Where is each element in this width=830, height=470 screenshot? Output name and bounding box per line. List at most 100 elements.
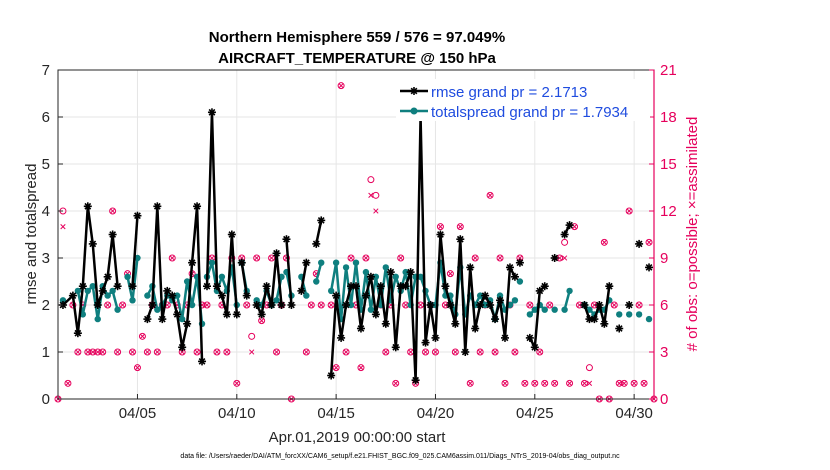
asterisk-stroke [591,315,598,323]
asterisk-stroke [635,240,643,248]
obs-possible-point [446,270,454,278]
rmse-point [163,286,172,295]
asterisk-stroke [288,301,295,309]
y-tick-label: 5 [42,156,50,173]
asterisk-stroke [158,315,166,323]
rmse-point [312,239,321,248]
rmse-point [645,263,654,272]
obs-possible-point [74,348,82,356]
obs-assimilated-point [214,349,220,355]
cross-stroke [209,255,215,261]
rmse-point [108,230,117,239]
asterisk-stroke [402,282,410,290]
asterisk-stroke [476,301,484,309]
obs-possible-point [620,379,628,387]
rmse-point [158,315,167,324]
cross-stroke [368,192,374,198]
obs-possible-point [168,254,176,262]
totalspread-point [188,301,196,309]
cross-stroke [566,380,573,386]
rmse-point [173,310,182,319]
rmse-point [337,333,346,342]
rmse-point [406,268,415,277]
cross-stroke [631,380,637,386]
cross-stroke [333,365,339,371]
rmse-point [625,301,634,309]
asterisk-stroke [412,376,419,384]
obs-possible-point [84,348,92,356]
x-tick-label: 04/25 [516,405,554,422]
cross-stroke [129,349,136,355]
asterisk-stroke [327,372,335,379]
obs-assimilated-point [432,349,439,355]
cross-stroke [318,302,324,308]
cross-stroke [407,349,414,355]
cross-stroke [268,255,275,261]
obs-assimilated-point [581,380,588,386]
cross-stroke [576,302,583,308]
obs-assimilated-point [398,255,404,261]
legend-totalspread-label: totalspread grand pr = 1.7934 [431,104,628,121]
asterisk-stroke [372,311,380,318]
obs-possible-point [566,379,574,387]
obs-possible-point [397,254,405,262]
obs-assimilated-point [333,365,339,371]
totalspread-point [511,297,519,304]
obs-possible-point [546,301,554,309]
asterisk-stroke [263,282,270,290]
totalspread-point [218,273,226,280]
rmse-line [240,262,248,296]
rmse-point [128,282,137,291]
totalspread-point [367,306,375,313]
rmse-line [315,220,323,245]
cross-stroke [527,302,533,308]
rmse-point [456,235,465,244]
obs-possible-point [486,191,494,199]
cross-stroke [437,224,444,230]
asterisk-stroke [153,202,161,210]
x-tick-label: 04/15 [317,405,355,422]
right-axis-label: # of obs: o=possible; ×=assimilated [684,117,701,352]
obs-assimilated-point [611,302,617,308]
totalspread-point [496,292,504,299]
asterisk-stroke [466,264,474,271]
cross-stroke [179,349,185,355]
totalspread-point [114,306,121,313]
rmse-point [525,333,534,342]
cross-stroke [65,380,71,386]
obs-assimilated-point [75,349,81,355]
obs-possible-point [521,379,529,387]
asterisk-stroke [342,301,350,309]
right-tick-label: 3 [660,344,668,361]
rmse-point [595,301,604,309]
obs-possible-point [640,379,648,387]
rmse-point [426,301,435,309]
obs-assimilated-point [194,349,200,355]
rmse-point [178,343,187,352]
rmse-point [227,230,236,239]
rmse-point [98,286,107,295]
rmse-point [421,338,430,347]
totalspread-point [74,287,82,295]
cross-stroke [114,349,121,355]
asterisk-stroke [273,249,280,257]
obs-assimilated-point [437,224,444,230]
rmse-point [282,235,291,244]
asterisk-stroke [471,325,479,332]
obs-assimilated-point [393,380,399,386]
right-tick-label: 21 [660,62,677,79]
obs-assimilated-point [234,380,240,386]
asterisk-stroke [218,292,226,299]
obs-assimilated-point [586,380,593,386]
totalspread-point [84,287,92,295]
obs-assimilated-point [303,349,309,355]
obs-assimilated-point [636,302,642,308]
cross-stroke [616,380,622,386]
asterisk-stroke [168,292,176,299]
y-tick-label: 0 [42,391,50,408]
rmse-point [505,263,514,272]
asterisk-stroke [551,254,559,262]
legend-rmse-asterisk [410,87,418,95]
asterisk-stroke [243,292,251,299]
obs-assimilated-point [492,349,498,355]
